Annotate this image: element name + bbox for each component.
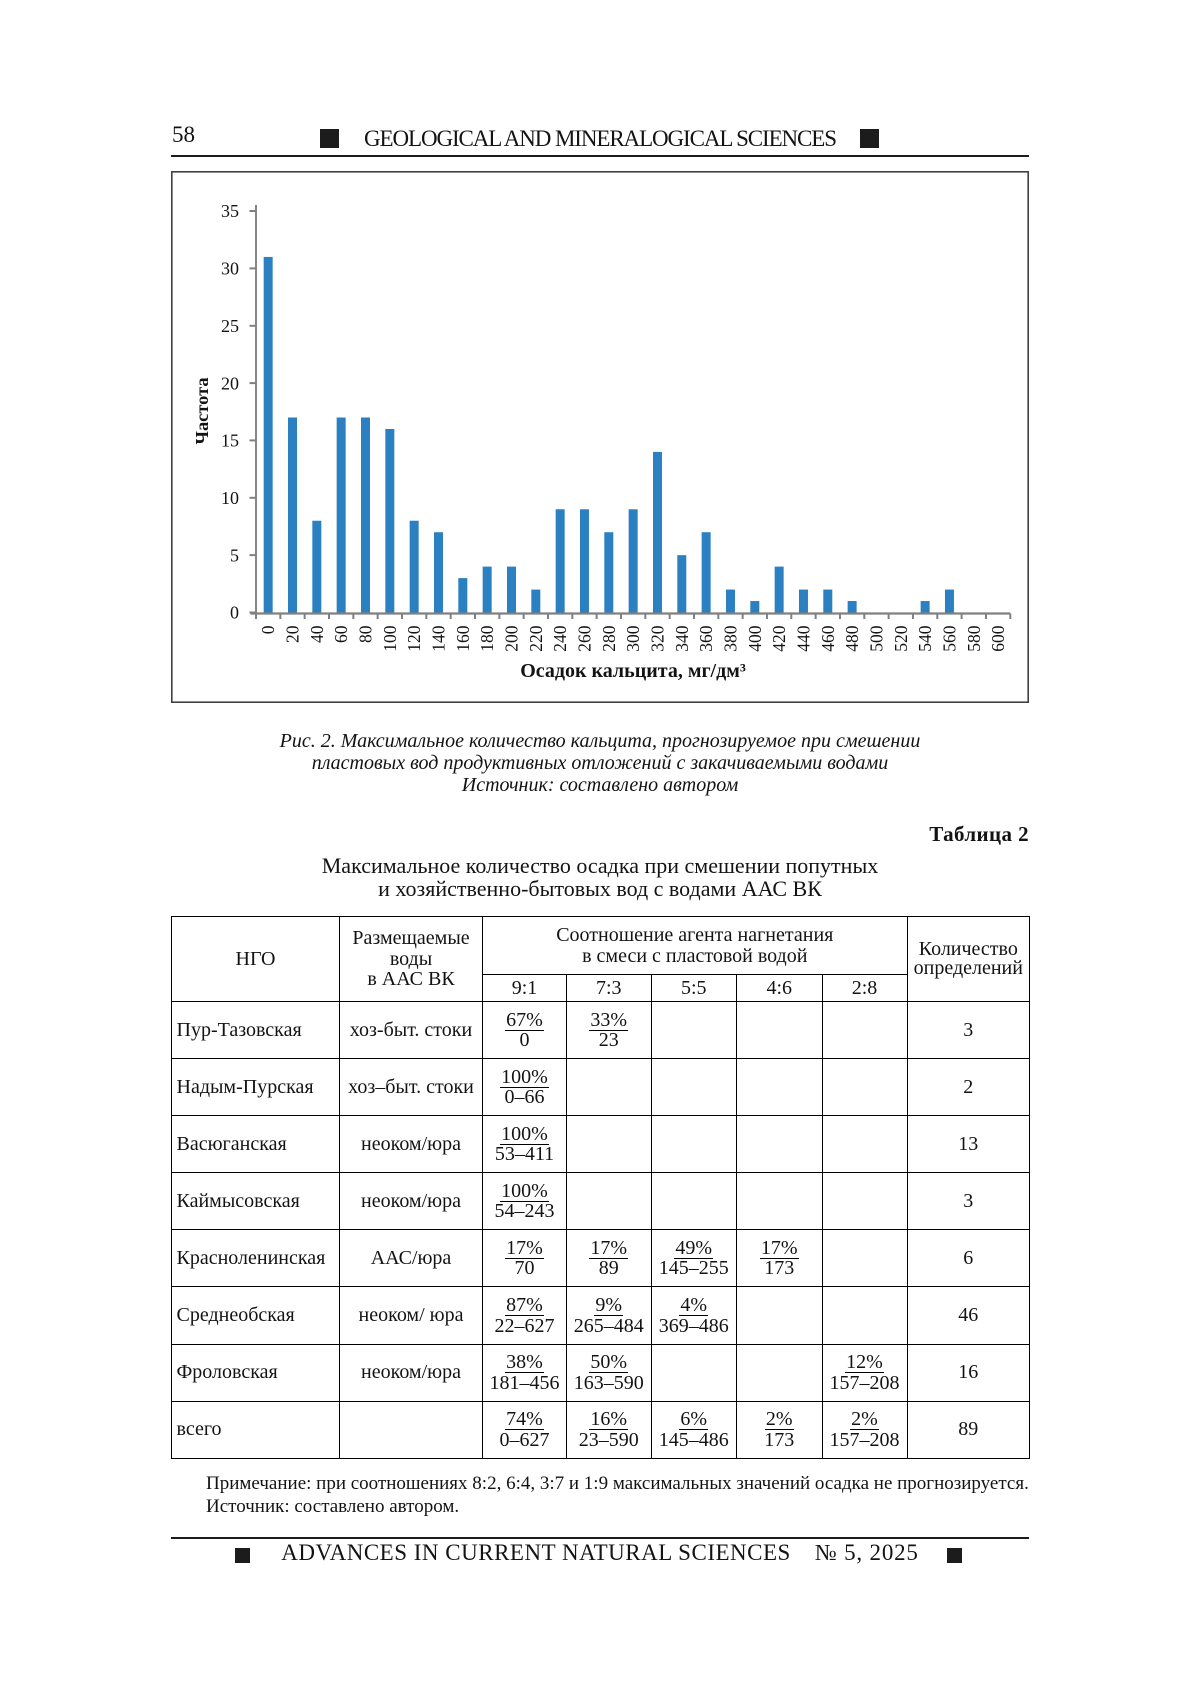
- svg-text:20: 20: [221, 373, 239, 393]
- svg-text:380: 380: [720, 625, 740, 652]
- svg-text:60: 60: [331, 625, 351, 643]
- svg-text:35: 35: [221, 201, 239, 221]
- svg-text:320: 320: [647, 625, 667, 652]
- svg-text:20: 20: [283, 625, 303, 643]
- svg-text:40: 40: [307, 625, 327, 643]
- svg-text:180: 180: [477, 625, 497, 652]
- svg-text:220: 220: [526, 625, 546, 652]
- svg-text:540: 540: [915, 625, 935, 652]
- svg-text:120: 120: [404, 625, 424, 652]
- svg-text:400: 400: [745, 625, 765, 652]
- svg-text:80: 80: [355, 625, 375, 643]
- svg-text:300: 300: [623, 625, 643, 652]
- svg-text:0: 0: [230, 603, 239, 623]
- svg-text:160: 160: [453, 625, 473, 652]
- svg-text:240: 240: [550, 625, 570, 652]
- svg-text:200: 200: [501, 625, 521, 652]
- svg-text:15: 15: [221, 431, 239, 451]
- svg-text:520: 520: [891, 625, 911, 652]
- svg-text:Осадок кальцита, мг/дм³: Осадок кальцита, мг/дм³: [520, 660, 746, 682]
- svg-text:480: 480: [842, 625, 862, 652]
- svg-text:560: 560: [939, 625, 959, 652]
- svg-text:420: 420: [769, 625, 789, 652]
- svg-text:580: 580: [964, 625, 984, 652]
- svg-text:500: 500: [866, 625, 886, 652]
- svg-text:Частота: Частота: [192, 377, 212, 444]
- svg-text:0: 0: [258, 625, 278, 634]
- svg-text:440: 440: [793, 625, 813, 652]
- svg-text:280: 280: [599, 625, 619, 652]
- svg-text:30: 30: [221, 259, 239, 279]
- svg-text:10: 10: [221, 488, 239, 508]
- svg-text:340: 340: [672, 625, 692, 652]
- svg-text:100: 100: [380, 625, 400, 652]
- svg-text:5: 5: [230, 545, 239, 565]
- svg-text:140: 140: [428, 625, 448, 652]
- svg-text:600: 600: [988, 625, 1008, 652]
- svg-text:360: 360: [696, 625, 716, 652]
- svg-text:260: 260: [574, 625, 594, 652]
- svg-text:25: 25: [221, 316, 239, 336]
- svg-text:460: 460: [818, 625, 838, 652]
